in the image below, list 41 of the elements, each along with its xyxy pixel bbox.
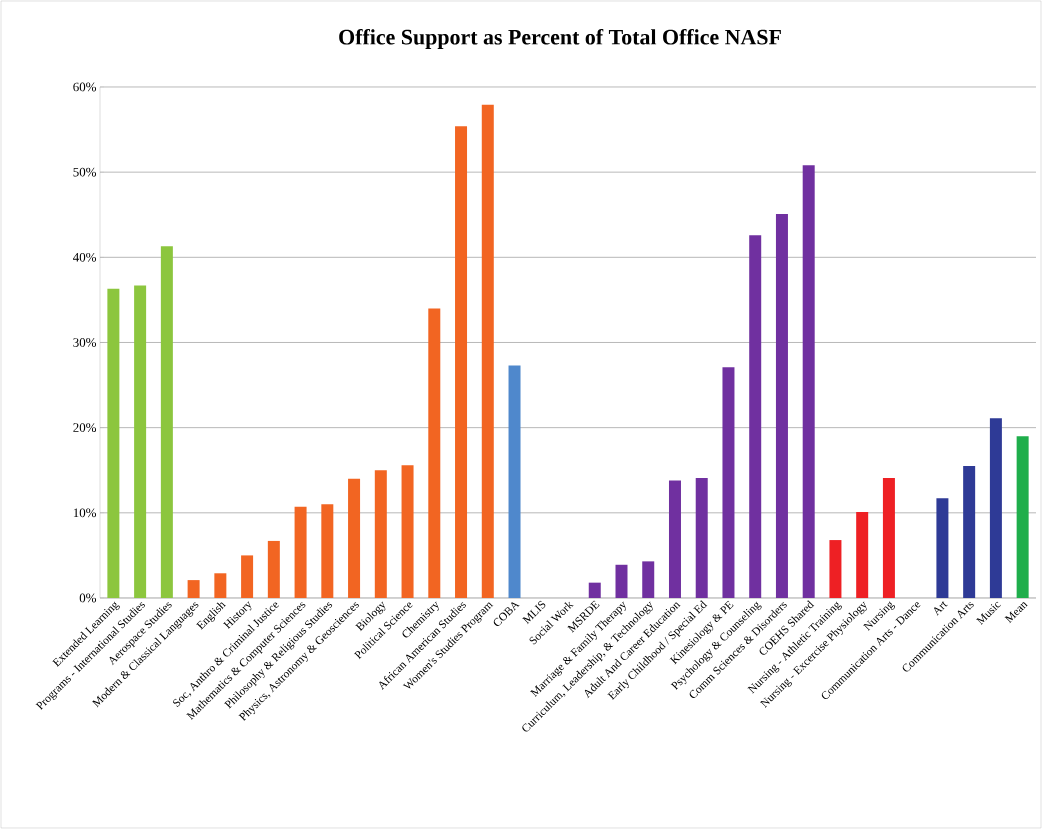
bar [936, 498, 949, 598]
bar [695, 477, 708, 598]
bar [160, 246, 173, 598]
bar [267, 540, 280, 598]
bar [615, 564, 628, 598]
bar [668, 480, 681, 598]
bar [481, 104, 494, 598]
y-tick-label: 20% [73, 423, 97, 433]
bar [428, 308, 441, 598]
bar [1016, 436, 1029, 598]
y-tick-label: 50% [73, 167, 97, 177]
bar [241, 555, 254, 598]
y-tick-label: 0% [79, 593, 97, 603]
bar [134, 285, 147, 598]
bar [348, 478, 361, 598]
bar [749, 235, 762, 598]
bar [882, 477, 895, 598]
bar [455, 126, 468, 598]
bar [829, 540, 842, 598]
bar [107, 288, 120, 598]
x-tick-label: Art [934, 601, 948, 616]
chart-title: Office Support as Percent of Total Office NASF [339, 28, 781, 50]
bar [588, 582, 601, 598]
bar [722, 367, 735, 598]
bar [775, 213, 788, 598]
bar [989, 418, 1002, 598]
bar [187, 580, 200, 598]
y-tick-label: 30% [73, 338, 97, 347]
bar [508, 365, 521, 598]
bar [642, 561, 655, 598]
bar [294, 506, 307, 598]
bar [963, 465, 976, 598]
bar [321, 504, 334, 598]
y-tick-label: 40% [73, 252, 97, 262]
bar [214, 573, 227, 598]
bar [401, 465, 414, 598]
y-tick-label: 60% [73, 82, 97, 92]
bar [374, 470, 387, 598]
bar [856, 511, 869, 598]
y-tick-label: 10% [73, 508, 97, 518]
bar [802, 165, 815, 598]
